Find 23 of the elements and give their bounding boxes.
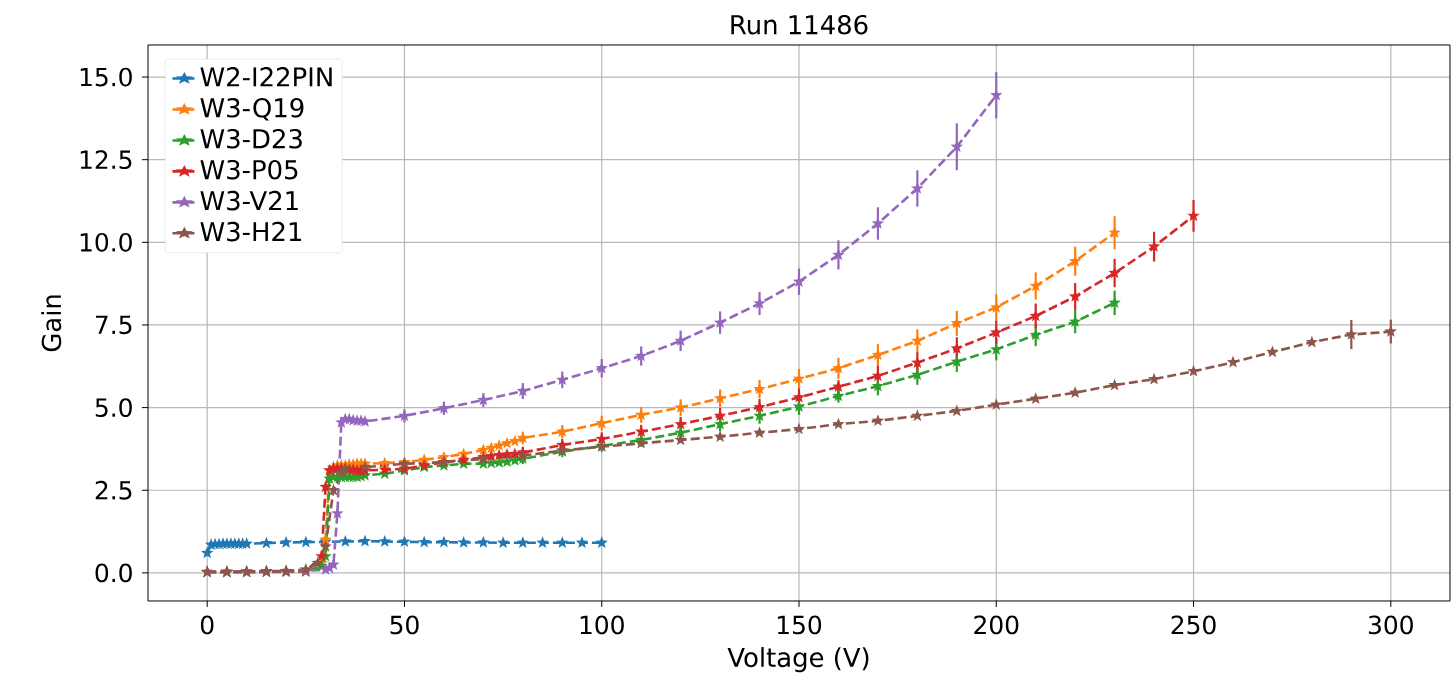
x-tick-label: 300	[1368, 615, 1413, 635]
y-tick-label: 15.0	[80, 67, 132, 87]
legend-label: W3-Q19	[200, 98, 304, 121]
y-tick-label: 0.0	[95, 563, 132, 583]
x-tick-label: 100	[580, 615, 624, 635]
x-tick-label: 0	[200, 615, 214, 635]
x-tick-label: 200	[974, 615, 1019, 635]
x-axis-title: Voltage (V)	[727, 647, 869, 673]
y-tick-label: 10.0	[80, 232, 132, 252]
x-tick-label: 150	[777, 615, 822, 635]
y-tick-label: 7.5	[95, 315, 132, 335]
y-tick-label: 2.5	[95, 480, 132, 500]
x-tick-label: 250	[1171, 615, 1216, 635]
y-axis-title: Gain	[41, 295, 62, 352]
legend-label: W3-D23	[200, 128, 302, 149]
chart-title: Run 11486	[731, 14, 868, 35]
legend-label: W3-P05	[200, 159, 298, 180]
legend-label: W2-I22PIN	[200, 67, 332, 87]
x-tick-label: 50	[390, 615, 419, 635]
legend-label: W3-H21	[200, 221, 302, 242]
legend-label: W3-V21	[200, 190, 298, 211]
y-tick-label: 12.5	[80, 150, 132, 170]
y-tick-label: 5.0	[95, 398, 132, 418]
